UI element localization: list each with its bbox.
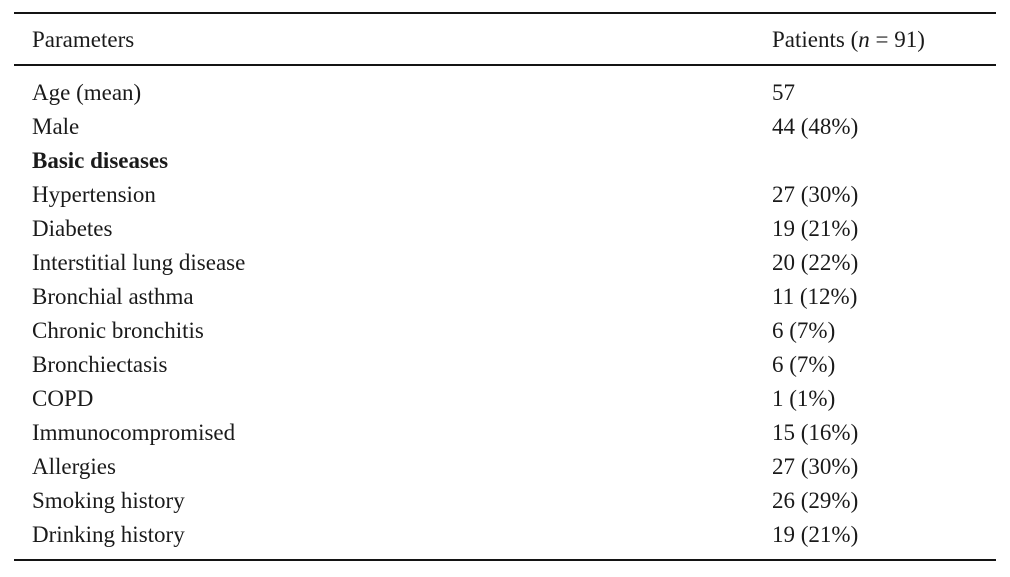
param-cell: Bronchial asthma <box>32 284 194 309</box>
table-row: Immunocompromised 15 (16%) <box>32 416 996 450</box>
param-cell: Male <box>32 114 80 139</box>
table-row: Chronic bronchitis 6 (7%) <box>32 314 996 348</box>
param-cell: Basic diseases <box>32 148 169 173</box>
table-row: Interstitial lung disease 20 (22%) <box>32 246 996 280</box>
table-body: Age (mean) 57 Male 44 (48%) Basic diseas… <box>14 66 996 559</box>
value-cell: 27 (30%) <box>772 182 859 207</box>
value-cell: 44 (48%) <box>772 114 859 139</box>
value-cell: 6 (7%) <box>772 318 836 343</box>
value-cell: 19 (21%) <box>772 216 859 241</box>
param-cell: Interstitial lung disease <box>32 250 246 275</box>
value-cell <box>772 144 996 178</box>
header-patients: Patients (n = 91) <box>772 25 996 55</box>
value-cell: 26 (29%) <box>772 488 859 513</box>
table-row: Bronchial asthma 11 (12%) <box>32 280 996 314</box>
table-row: COPD 1 (1%) <box>32 382 996 416</box>
header-patients-n: n <box>858 27 870 52</box>
param-cell: Smoking history <box>32 488 185 513</box>
value-cell: 6 (7%) <box>772 352 836 377</box>
table-row: Age (mean) 57 <box>32 76 996 110</box>
param-cell: Drinking history <box>32 522 185 547</box>
patient-parameters-table: Parameters Patients (n = 91) Age (mean) … <box>14 12 996 561</box>
value-cell: 19 (21%) <box>772 522 859 547</box>
table-row: Drinking history 19 (21%) <box>32 518 996 552</box>
header-parameters: Parameters <box>32 27 135 52</box>
param-cell: Hypertension <box>32 182 156 207</box>
table-row: Allergies 27 (30%) <box>32 450 996 484</box>
param-cell: Diabetes <box>32 216 113 241</box>
table-header-row: Parameters Patients (n = 91) <box>14 14 996 66</box>
param-cell: Bronchiectasis <box>32 352 168 377</box>
table-row: Bronchiectasis 6 (7%) <box>32 348 996 382</box>
param-cell: COPD <box>32 386 94 411</box>
table-row: Diabetes 19 (21%) <box>32 212 996 246</box>
param-cell: Immunocompromised <box>32 420 236 445</box>
table-row-section-header: Basic diseases <box>32 144 996 178</box>
value-cell: 11 (12%) <box>772 284 858 309</box>
table-row: Hypertension 27 (30%) <box>32 178 996 212</box>
table-row: Smoking history 26 (29%) <box>32 484 996 518</box>
param-cell: Allergies <box>32 454 116 479</box>
value-cell: 57 <box>772 80 795 105</box>
param-cell: Chronic bronchitis <box>32 318 204 343</box>
param-cell: Age (mean) <box>32 80 142 105</box>
value-cell: 27 (30%) <box>772 454 859 479</box>
table-row: Male 44 (48%) <box>32 110 996 144</box>
header-patients-prefix: Patients ( <box>772 27 859 52</box>
value-cell: 1 (1%) <box>772 386 836 411</box>
header-patients-suffix: = 91) <box>869 27 925 52</box>
value-cell: 20 (22%) <box>772 250 859 275</box>
value-cell: 15 (16%) <box>772 420 859 445</box>
